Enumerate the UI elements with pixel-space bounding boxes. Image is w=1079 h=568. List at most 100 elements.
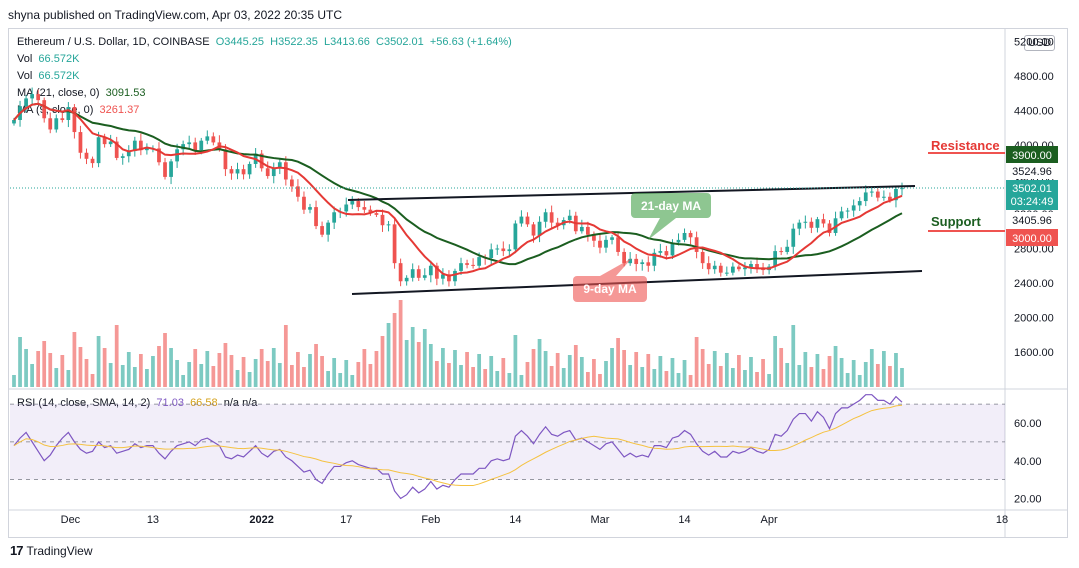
volume-bar	[145, 369, 149, 387]
volume-bar	[706, 364, 711, 387]
currency-button[interactable]: USD	[1024, 35, 1056, 51]
candle-body	[30, 94, 34, 99]
candle-body	[344, 204, 349, 212]
candle-body	[592, 234, 596, 241]
volume-bar	[664, 371, 669, 387]
candle-body	[392, 224, 397, 264]
candle-body	[302, 196, 306, 210]
rsi-value: 71.03	[156, 397, 184, 409]
x-tick-label: 13	[147, 514, 159, 526]
volume-bar	[392, 313, 397, 387]
candle-body	[157, 148, 161, 163]
volume-bar	[253, 359, 258, 387]
volume-bar	[737, 355, 741, 387]
volume-bar	[646, 354, 651, 387]
volume-bar	[894, 353, 898, 387]
rsi-na: n/a n/a	[223, 397, 258, 409]
volume-bar	[513, 335, 518, 387]
candle-body	[803, 221, 808, 223]
volume-bar	[616, 338, 620, 387]
candle-body	[785, 246, 790, 252]
volume-bar	[525, 362, 530, 387]
volume-bar	[277, 363, 282, 387]
volume-bar	[211, 366, 216, 387]
symbol-title[interactable]: Ethereum / U.S. Dollar, 1D, COINBASE	[17, 36, 210, 48]
volume-bar	[290, 365, 294, 387]
close-value: C3502.01	[376, 36, 424, 48]
open-value: O3445.25	[215, 36, 265, 48]
volume-bar	[652, 369, 657, 387]
volume-bar	[368, 364, 373, 387]
volume-bar	[217, 353, 222, 387]
volume-bar	[422, 329, 427, 387]
volume-bar	[138, 354, 143, 387]
rsi-legend[interactable]: RSI (14, close, SMA, 14, 2) 71.03 66.58 …	[17, 397, 257, 409]
candle-body	[755, 264, 759, 268]
candle-body	[712, 265, 717, 270]
candle-body	[670, 242, 675, 256]
price-tag-text: 3405.96	[1012, 215, 1052, 227]
volume-bar	[688, 375, 693, 387]
volume-bar	[743, 370, 747, 387]
volume-bar	[839, 358, 844, 387]
candle-body	[652, 252, 657, 266]
footer: 17 TradingView	[10, 543, 93, 558]
volume-bar	[320, 356, 324, 387]
candle-body	[827, 223, 832, 233]
volume-bar	[779, 348, 784, 387]
volume-bar	[410, 327, 415, 387]
candle-body	[579, 226, 584, 232]
ma9-value: 3261.37	[99, 104, 140, 116]
candle-body	[616, 237, 620, 252]
volume-bar	[797, 365, 802, 387]
x-tick-label: 14	[509, 514, 521, 526]
resistance-label: Resistance	[931, 138, 1000, 153]
change-value: +56.63 (+1.64%)	[429, 36, 512, 48]
candle-body	[658, 251, 663, 253]
volume-bar	[398, 300, 403, 387]
candle-body	[501, 248, 506, 252]
volume-legend-2[interactable]: Vol 66.572K	[17, 70, 79, 82]
candle-body	[356, 201, 361, 208]
candle-body	[54, 118, 59, 130]
candle-body	[749, 264, 753, 268]
volume-bar	[495, 371, 500, 387]
volume-bar	[561, 368, 566, 387]
candle-body	[48, 118, 53, 130]
x-tick-label: Dec	[61, 514, 81, 526]
candle-body	[102, 137, 107, 145]
candle-body	[447, 274, 451, 282]
volume-legend-1[interactable]: Vol 66.572K	[17, 53, 79, 65]
candle-body	[181, 144, 186, 150]
candle-body	[900, 188, 904, 190]
symbol-legend[interactable]: Ethereum / U.S. Dollar, 1D, COINBASE O34…	[17, 36, 512, 48]
volume-bar	[863, 362, 868, 387]
volume-bar	[773, 336, 778, 387]
candle-body	[120, 156, 125, 158]
candle-body	[737, 266, 741, 270]
volume-bar	[730, 368, 735, 387]
volume-bar	[163, 333, 167, 387]
support-label: Support	[931, 214, 981, 229]
volume-bar	[634, 352, 639, 387]
y-tick-label: 5200.00	[1014, 37, 1054, 49]
brand-name: TradingView	[26, 543, 93, 558]
x-tick-label: 18	[996, 514, 1008, 526]
candle-body	[386, 224, 391, 226]
volume-bar	[374, 351, 379, 387]
candle-body	[646, 262, 651, 266]
volume-bar	[314, 344, 318, 387]
volume-bar	[827, 356, 832, 387]
candle-body	[211, 136, 216, 143]
volume-bar	[604, 361, 608, 387]
ma9-callout-tail	[600, 258, 632, 276]
candle-body	[368, 209, 373, 214]
candle-body	[869, 191, 874, 193]
candle-body	[839, 211, 844, 219]
volume-bar	[265, 361, 270, 387]
candle-body	[308, 207, 312, 210]
rsi-tick-label: 20.00	[1014, 494, 1042, 506]
volume-bar	[326, 371, 330, 387]
candle-body	[863, 192, 868, 202]
